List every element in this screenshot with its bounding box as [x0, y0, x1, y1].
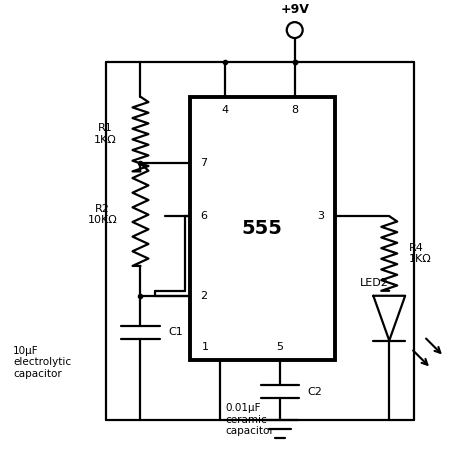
- Text: R4
1KΩ: R4 1KΩ: [409, 243, 432, 264]
- Text: +9V: +9V: [280, 3, 309, 16]
- Text: LED2: LED2: [360, 278, 389, 288]
- Text: 4: 4: [221, 105, 228, 115]
- Text: 555: 555: [242, 219, 283, 238]
- Text: 10μF
electrolytic
capacitor: 10μF electrolytic capacitor: [13, 345, 71, 379]
- Text: C2: C2: [308, 387, 322, 397]
- Text: 3: 3: [318, 211, 325, 221]
- Text: 0.01μF
ceramic
capacitor: 0.01μF ceramic capacitor: [225, 403, 274, 437]
- Text: R1
1KΩ: R1 1KΩ: [94, 123, 117, 145]
- Text: C1: C1: [168, 327, 183, 337]
- Text: 1: 1: [202, 342, 209, 353]
- Text: R2
10KΩ: R2 10KΩ: [88, 204, 118, 226]
- Bar: [190, 97, 335, 360]
- Text: 2: 2: [200, 291, 207, 301]
- Text: 8: 8: [291, 105, 298, 115]
- Text: 7: 7: [200, 158, 207, 168]
- Text: 5: 5: [276, 342, 283, 353]
- Circle shape: [287, 22, 303, 38]
- Text: 6: 6: [200, 211, 207, 221]
